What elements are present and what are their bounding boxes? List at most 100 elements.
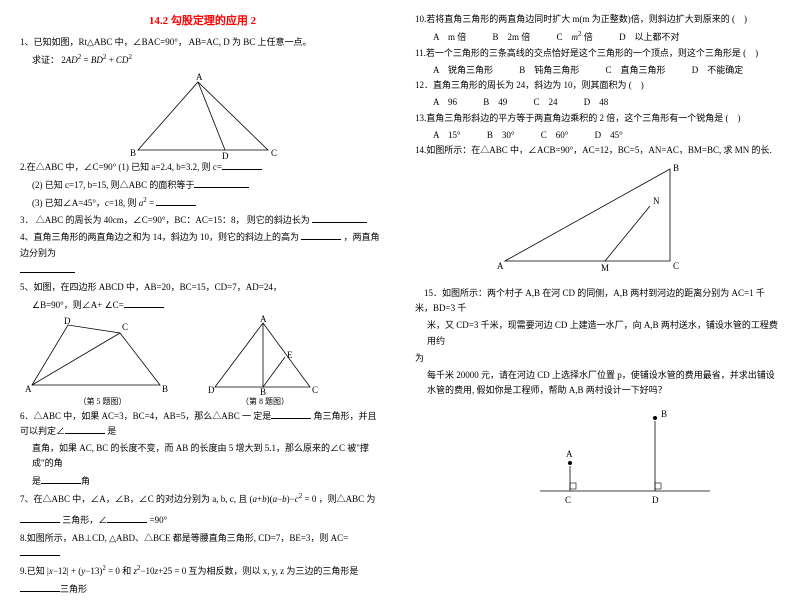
q12-opt-b: B 49 bbox=[483, 95, 507, 110]
q5-line1: 5、如图，在四边形 ABCD 中，AB=20，BC=15，CD=7，AD=24， bbox=[20, 280, 385, 295]
q15-line1: 15．如图所示：两个村子 A,B 在河 CD 的同侧，A,B 两村到河边的距离分… bbox=[415, 286, 780, 317]
q2-line2: (2) 已知 c=17, b=15, 则△ABC 的面积等于 bbox=[32, 178, 385, 193]
q7b: ，则△ABC 为 bbox=[319, 494, 376, 504]
q10-opt-d: D 以上都不对 bbox=[619, 30, 680, 45]
fig8-caption: （第 8 题图） bbox=[205, 395, 325, 409]
svg-text:C: C bbox=[673, 261, 679, 271]
q12-opt-d: D 48 bbox=[584, 95, 609, 110]
q9: 9.已知 |x−12| + (y−13)2 = 0 和 z2−10z+25 = … bbox=[20, 563, 385, 579]
q7: 7、在△ABC 中，∠A，∠B，∠C 的对边分别为 a, b, c, 且 (a+… bbox=[20, 491, 385, 507]
q11-opt-c: C 直角三角形 bbox=[606, 63, 666, 78]
q11-options: A 锐角三角形 B 钝角三角形 C 直角三角形 D 不能确定 bbox=[433, 63, 780, 78]
q9b: 和 bbox=[122, 566, 131, 576]
q7a: 7、在△ABC 中，∠A，∠B，∠C 的对边分别为 a, b, c, 且 bbox=[20, 494, 247, 504]
q13-opt-c: C 60° bbox=[541, 128, 569, 143]
q1-line2: 求证： 2AD2 = BD2 + CD2 bbox=[32, 52, 385, 68]
svg-text:C: C bbox=[122, 322, 128, 332]
svg-text:D: D bbox=[208, 385, 215, 395]
q6-line2: 直角，如果 AC, BC 的长度不变，而 AB 的长度由 5 增大到 5.1，那… bbox=[32, 441, 385, 472]
q2b-blank bbox=[194, 178, 249, 188]
q2-line3: (3) 已知∠A=45°，c=18, 则 a2 = bbox=[32, 195, 385, 211]
svg-text:A: A bbox=[566, 449, 573, 459]
q9a: 9.已知 bbox=[20, 566, 45, 576]
q9c: 互为相反数，则以 x, y, z 为三边的三角形是 bbox=[188, 566, 358, 576]
q6-blank3 bbox=[41, 474, 81, 484]
q7d: =90° bbox=[150, 515, 168, 525]
q9-formula1: |x−12| + (y−13)2 = 0 bbox=[47, 566, 120, 576]
q11-opt-a: A 锐角三角形 bbox=[433, 63, 493, 78]
q7-line2: 三角形，∠ =90° bbox=[20, 513, 385, 528]
q9-line2: 三角形 bbox=[20, 582, 385, 597]
figure-q5: A B C D bbox=[20, 315, 185, 395]
q1-line1: 1、已知如图，Rt△ABC 中，∠BAC=90°， AB=AC, D 为 BC … bbox=[20, 35, 385, 50]
svg-text:B: B bbox=[130, 148, 136, 158]
figure-q8-wrap: A B C D E （第 8 题图） bbox=[205, 315, 325, 409]
q2b-text: (2) 已知 c=17, b=15, 则△ABC 的面积等于 bbox=[32, 180, 194, 190]
q6-line3: 是角 bbox=[32, 474, 385, 489]
q8-blank bbox=[20, 546, 60, 556]
q15-line3: 每千米 20000 元，请在河边 CD 上选择水厂位置 p，使铺设水管的费用最省… bbox=[427, 368, 780, 399]
q15-line2: 米，又 CD=3 千米，现需要河边 CD 上建造一水厂，向 A,B 两村送水，铺… bbox=[427, 318, 780, 349]
right-column: 10.若将直角三角形的两直角边同时扩大 m(m 为正整数)倍，则斜边扩大到原来的… bbox=[415, 12, 780, 599]
svg-text:D: D bbox=[222, 151, 229, 160]
q2a-text: 2.在△ABC 中，∠C=90° (1) 已知 a=2.4, b=3.2, 则 … bbox=[20, 162, 222, 172]
q6-blank2 bbox=[65, 424, 105, 434]
q14: 14.如图所示：在△ABC 中，∠ACB=90°，AC=12，BC=5，AN=A… bbox=[415, 143, 780, 158]
q12-opt-c: C 24 bbox=[534, 95, 558, 110]
svg-text:C: C bbox=[312, 385, 318, 395]
q4b-blank bbox=[20, 263, 75, 273]
q4a-blank bbox=[301, 230, 341, 240]
q2a-blank bbox=[222, 160, 262, 170]
q11: 11.若一个三角形的三条高线的交点恰好是这个三角形的一个顶点，则这个三角形是 (… bbox=[415, 46, 780, 61]
q6-blank1 bbox=[271, 409, 311, 419]
q9-blank bbox=[20, 582, 60, 592]
q1-proof-label: 求证： bbox=[32, 55, 59, 65]
svg-text:A: A bbox=[25, 384, 32, 394]
q13-opt-b: B 30° bbox=[487, 128, 515, 143]
doc-title: 14.2 勾股定理的应用 2 bbox=[20, 12, 385, 31]
q2c-var: a2 = bbox=[139, 198, 154, 208]
q5-blank bbox=[124, 298, 164, 308]
svg-text:C: C bbox=[565, 495, 571, 505]
q3-text: 3． △ABC 的周长为 40cm，∠C=90°，BC：AC=15：8， 则它的… bbox=[20, 215, 310, 225]
q12-opt-a: A 96 bbox=[433, 95, 457, 110]
q7-blank2 bbox=[107, 513, 147, 523]
figure-q5-wrap: A B C D （第 5 题图） bbox=[20, 315, 185, 409]
figure-q15: A C B D bbox=[535, 401, 715, 511]
q10-opt-b: B 2m 倍 bbox=[493, 30, 531, 45]
q7-blank1 bbox=[20, 513, 60, 523]
svg-text:A: A bbox=[497, 261, 504, 271]
q2c-blank bbox=[156, 196, 196, 206]
q7c: 三角形，∠ bbox=[62, 515, 107, 525]
svg-text:N: N bbox=[653, 196, 660, 206]
q6: 6．△ABC 中，如果 AC=3，BC=4，AB=5，那么△ABC 一 定是 角… bbox=[20, 409, 385, 440]
q13-opt-a: A 15° bbox=[433, 128, 461, 143]
q5b-text: ∠B=90°，则∠A+ ∠C= bbox=[32, 300, 124, 310]
svg-text:M: M bbox=[601, 263, 609, 273]
q7-formula: (a+b)(a−b)−c2 = 0 bbox=[250, 494, 317, 504]
q13-options: A 15° B 30° C 60° D 45° bbox=[433, 128, 780, 143]
q13: 13.直角三角形斜边的平方等于两直角边乘积的 2 倍，这个三角形有一个锐角是 (… bbox=[415, 111, 780, 126]
figures-5-8-row: A B C D （第 5 题图） A B C D E （第 bbox=[20, 315, 385, 409]
q4-blank2-row bbox=[20, 263, 385, 278]
fig5-caption: （第 5 题图） bbox=[20, 395, 185, 409]
q4: 4、直角三角形的两直角边之和为 14，斜边为 10，则它的斜边上的高为 ，两直角… bbox=[20, 230, 385, 261]
svg-text:D: D bbox=[64, 316, 71, 326]
q5-line2: ∠B=90°，则∠A+ ∠C= bbox=[32, 298, 385, 313]
figure-q14: A C B M N bbox=[485, 161, 735, 276]
q11-opt-d: D 不能确定 bbox=[692, 63, 744, 78]
q8: 8.如图所示，AB⊥CD, △ABD、△BCE 都是等腰直角三角形, CD=7，… bbox=[20, 531, 385, 562]
q15b: 米，又 CD=3 千米，现需要河边 CD 上建造一水厂，向 A,B 两村送水，铺… bbox=[427, 320, 778, 345]
q6a: 6．△ABC 中，如果 AC=3，BC=4，AB=5，那么△ABC 一 定是 bbox=[20, 411, 271, 421]
q10-opt-c: C m2 倍 bbox=[557, 29, 593, 45]
figure-q8: A B C D E bbox=[205, 315, 325, 395]
q4a-text: 4、直角三角形的两直角边之和为 14，斜边为 10，则它的斜边上的高为 bbox=[20, 232, 299, 242]
q2c-text: (3) 已知∠A=45°，c=18, 则 bbox=[32, 198, 139, 208]
q8-text: 8.如图所示，AB⊥CD, △ABD、△BCE 都是等腰直角三角形, CD=7，… bbox=[20, 533, 348, 543]
figure-q1: A B C D bbox=[108, 70, 298, 160]
q2-line1: 2.在△ABC 中，∠C=90° (1) 已知 a=2.4, b=3.2, 则 … bbox=[20, 160, 385, 175]
q6f: 角 bbox=[81, 476, 90, 486]
svg-text:E: E bbox=[287, 350, 293, 360]
q10-options: A m 倍 B 2m 倍 C m2 倍 D 以上都不对 bbox=[433, 29, 780, 45]
q1-formula: 2AD2 = BD2 + CD2 bbox=[61, 55, 132, 65]
